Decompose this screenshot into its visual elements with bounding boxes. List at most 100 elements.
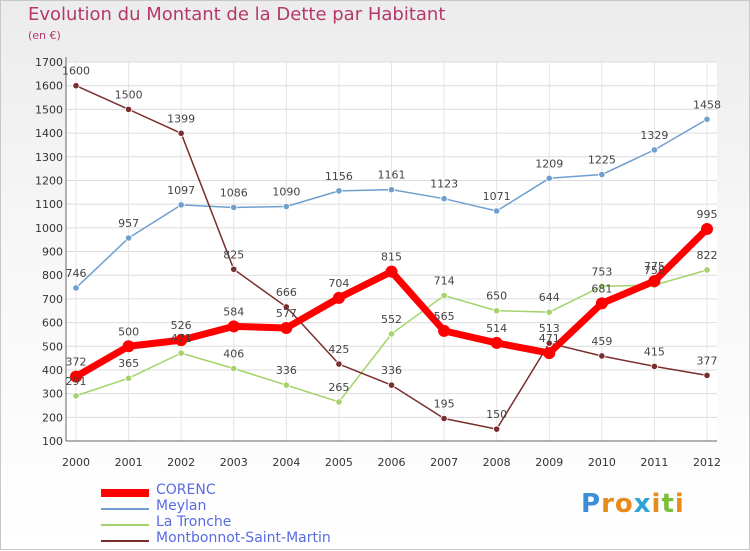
legend-swatch bbox=[101, 524, 149, 526]
brand-logo: Proxiti bbox=[581, 489, 685, 519]
brand-letter: r bbox=[601, 489, 615, 519]
data-label: 1600 bbox=[62, 65, 90, 78]
data-point bbox=[650, 146, 659, 154]
data-point bbox=[385, 265, 398, 278]
data-label: 415 bbox=[644, 345, 665, 358]
x-tick-label: 2002 bbox=[167, 456, 195, 469]
x-tick-label: 2004 bbox=[272, 456, 300, 469]
data-label: 1156 bbox=[325, 170, 353, 183]
data-point bbox=[703, 266, 711, 274]
data-label: 775 bbox=[644, 260, 665, 273]
y-tick-label: 500 bbox=[42, 340, 63, 353]
data-point bbox=[703, 115, 711, 123]
y-tick-label: 1500 bbox=[35, 103, 63, 116]
x-tick-label: 2009 bbox=[535, 456, 563, 469]
data-label: 746 bbox=[66, 267, 87, 280]
data-label: 150 bbox=[486, 408, 507, 421]
data-label: 291 bbox=[66, 375, 87, 388]
data-label: 650 bbox=[486, 290, 507, 303]
data-label: 1086 bbox=[220, 186, 248, 199]
data-label: 365 bbox=[118, 357, 139, 370]
data-label: 372 bbox=[66, 356, 87, 369]
data-label: 1500 bbox=[115, 88, 143, 101]
data-point bbox=[543, 347, 556, 360]
data-point bbox=[493, 425, 501, 433]
legend-label: CORENC bbox=[156, 482, 216, 498]
data-point bbox=[280, 322, 293, 335]
data-label: 1161 bbox=[378, 169, 406, 182]
y-tick-label: 800 bbox=[42, 269, 63, 282]
brand-letter: o bbox=[614, 489, 634, 519]
data-point bbox=[282, 202, 290, 211]
chart-subtitle: (en €) bbox=[28, 29, 61, 42]
y-tick-label: 100 bbox=[42, 435, 63, 448]
axes: 100 200 300 400 500 600 700 800 900 1000 1100 1200 1… bbox=[35, 56, 721, 469]
data-point bbox=[332, 291, 345, 304]
series-group bbox=[70, 82, 713, 433]
data-point bbox=[124, 234, 133, 242]
data-label: 577 bbox=[276, 307, 297, 320]
data-label: 1123 bbox=[430, 178, 458, 191]
data-point bbox=[175, 334, 188, 347]
data-point bbox=[598, 282, 606, 290]
data-point bbox=[440, 195, 448, 203]
data-label: 681 bbox=[591, 282, 612, 295]
data-label: 336 bbox=[381, 364, 402, 377]
data-point bbox=[490, 336, 503, 349]
data-point bbox=[230, 203, 238, 212]
data-label: 336 bbox=[276, 364, 297, 377]
data-label: 1209 bbox=[535, 157, 563, 170]
data-point bbox=[387, 330, 396, 338]
data-label: 957 bbox=[118, 217, 139, 230]
legend-label: Montbonnot-Saint-Martin bbox=[156, 530, 331, 546]
y-tick-label: 300 bbox=[42, 388, 63, 401]
x-tick-label: 2005 bbox=[325, 456, 353, 469]
data-point bbox=[598, 352, 606, 360]
data-point bbox=[230, 364, 238, 373]
data-point bbox=[703, 371, 711, 379]
brand-letter: x bbox=[633, 489, 652, 519]
data-point bbox=[701, 222, 713, 235]
data-label: 584 bbox=[223, 305, 244, 318]
data-label: 459 bbox=[591, 335, 612, 348]
data-point bbox=[598, 170, 606, 179]
data-point bbox=[72, 284, 80, 292]
data-label: 704 bbox=[328, 277, 349, 290]
data-label: 1090 bbox=[272, 185, 300, 198]
x-tick-label: 2001 bbox=[115, 456, 143, 469]
data-point bbox=[177, 129, 185, 137]
data-label: 265 bbox=[328, 381, 349, 394]
brand-letter: P bbox=[581, 489, 602, 519]
data-point bbox=[438, 324, 451, 337]
data-label: 406 bbox=[223, 348, 244, 361]
data-point bbox=[72, 392, 80, 400]
x-tick-label: 2008 bbox=[483, 456, 511, 469]
x-tick-label: 2006 bbox=[378, 456, 406, 469]
brand-letter: t bbox=[661, 489, 675, 519]
data-point bbox=[493, 307, 501, 315]
data-point bbox=[335, 360, 343, 368]
data-point bbox=[595, 297, 608, 310]
data-point bbox=[177, 349, 185, 357]
data-labels: 372 500 526 584 577 704 815 565 514 471 681 775 995 7… bbox=[62, 65, 721, 421]
data-label: 471 bbox=[171, 332, 192, 345]
data-point bbox=[230, 265, 238, 273]
x-tick-label: 2003 bbox=[220, 456, 248, 469]
data-label: 195 bbox=[434, 397, 455, 410]
data-point bbox=[387, 186, 396, 194]
x-tick-label: 2012 bbox=[693, 456, 721, 469]
data-label: 514 bbox=[486, 322, 507, 335]
y-tick-label: 200 bbox=[42, 411, 63, 424]
chart-title: Evolution du Montant de la Dette par Hab… bbox=[28, 4, 446, 25]
data-point bbox=[440, 291, 448, 300]
x-tick-label: 2000 bbox=[62, 456, 90, 469]
x-tick-label: 2010 bbox=[588, 456, 616, 469]
brand-letter: i bbox=[651, 489, 662, 519]
legend-swatch bbox=[101, 508, 149, 510]
data-label: 1329 bbox=[640, 129, 668, 142]
data-label: 425 bbox=[328, 343, 349, 356]
data-point bbox=[124, 374, 133, 382]
x-tick-label: 2011 bbox=[640, 456, 668, 469]
data-label: 666 bbox=[276, 286, 297, 299]
